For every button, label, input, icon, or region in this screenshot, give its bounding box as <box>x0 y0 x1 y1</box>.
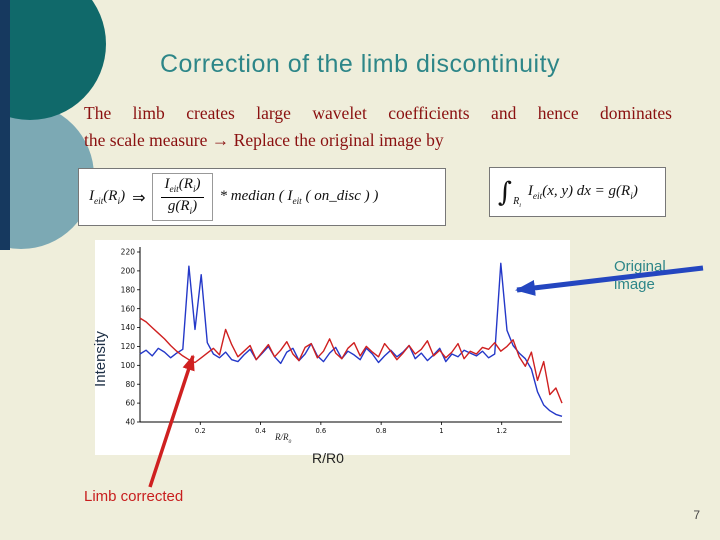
svg-text:220: 220 <box>121 248 136 257</box>
svg-text:1: 1 <box>439 427 443 435</box>
svg-text:140: 140 <box>121 323 136 332</box>
body-text: The limb creates large wavelet coefficie… <box>84 100 672 154</box>
original-image-label: Original image <box>614 258 666 293</box>
plot-svg: 40 60 80 100 120 140 160 180 200 220 0.2 0.4 0.6 0.8 1… <box>121 247 563 435</box>
body-line-1: The limb creates large wavelet coefficie… <box>84 103 672 123</box>
svg-text:40: 40 <box>125 418 135 427</box>
x-axis-caption: R/R0 <box>312 450 344 466</box>
implies-arrow: ⇒ <box>132 187 146 207</box>
integral-sign: ∫ <box>498 176 513 208</box>
svg-text:0.6: 0.6 <box>315 427 326 435</box>
left-edge-bar <box>0 0 10 250</box>
svg-text:1.2: 1.2 <box>496 427 507 435</box>
y-axis-label: Intensity <box>92 331 109 387</box>
svg-text:100: 100 <box>121 361 136 370</box>
formula1-numerator: Ieit(Ri) <box>161 176 204 198</box>
svg-text:60: 60 <box>125 399 135 408</box>
formula1-lhs: Ieit(Ri) <box>89 187 126 207</box>
x-axis-label: R/R0 <box>275 432 292 445</box>
svg-text:120: 120 <box>121 342 136 351</box>
svg-text:0.4: 0.4 <box>255 427 266 435</box>
intensity-chart: 40 60 80 100 120 140 160 180 200 220 0.2 0.4 0.6 0.8 1… <box>95 240 570 455</box>
svg-text:180: 180 <box>121 285 136 294</box>
formula-replacement: Ieit(Ri) ⇒ Ieit(Ri) g(Ri) * median ( Iei… <box>78 168 446 226</box>
svg-text:200: 200 <box>121 266 136 275</box>
limb-corrected-label: Limb corrected <box>84 488 184 505</box>
formula1-median-term: * median ( Ieit ( on_disc ) ) <box>219 187 379 207</box>
formula-integral: ∫ Ri Ieit(x, y) dx = g(Ri) <box>489 167 666 217</box>
svg-text:160: 160 <box>121 304 136 313</box>
svg-text:80: 80 <box>125 380 135 389</box>
formula2-body: Ieit(x, y) dx = g(Ri) <box>527 182 638 202</box>
body-line-2: the scale measure → Replace the original… <box>84 130 444 150</box>
page-number: 7 <box>693 508 700 522</box>
slide-title: Correction of the limb discontinuity <box>159 50 561 78</box>
svg-text:0.2: 0.2 <box>195 427 206 435</box>
svg-text:0.8: 0.8 <box>376 427 387 435</box>
integral-subscript: Ri <box>513 195 521 209</box>
formula1-fraction: Ieit(Ri) g(Ri) <box>152 173 213 221</box>
formula1-denominator: g(Ri) <box>167 198 198 217</box>
